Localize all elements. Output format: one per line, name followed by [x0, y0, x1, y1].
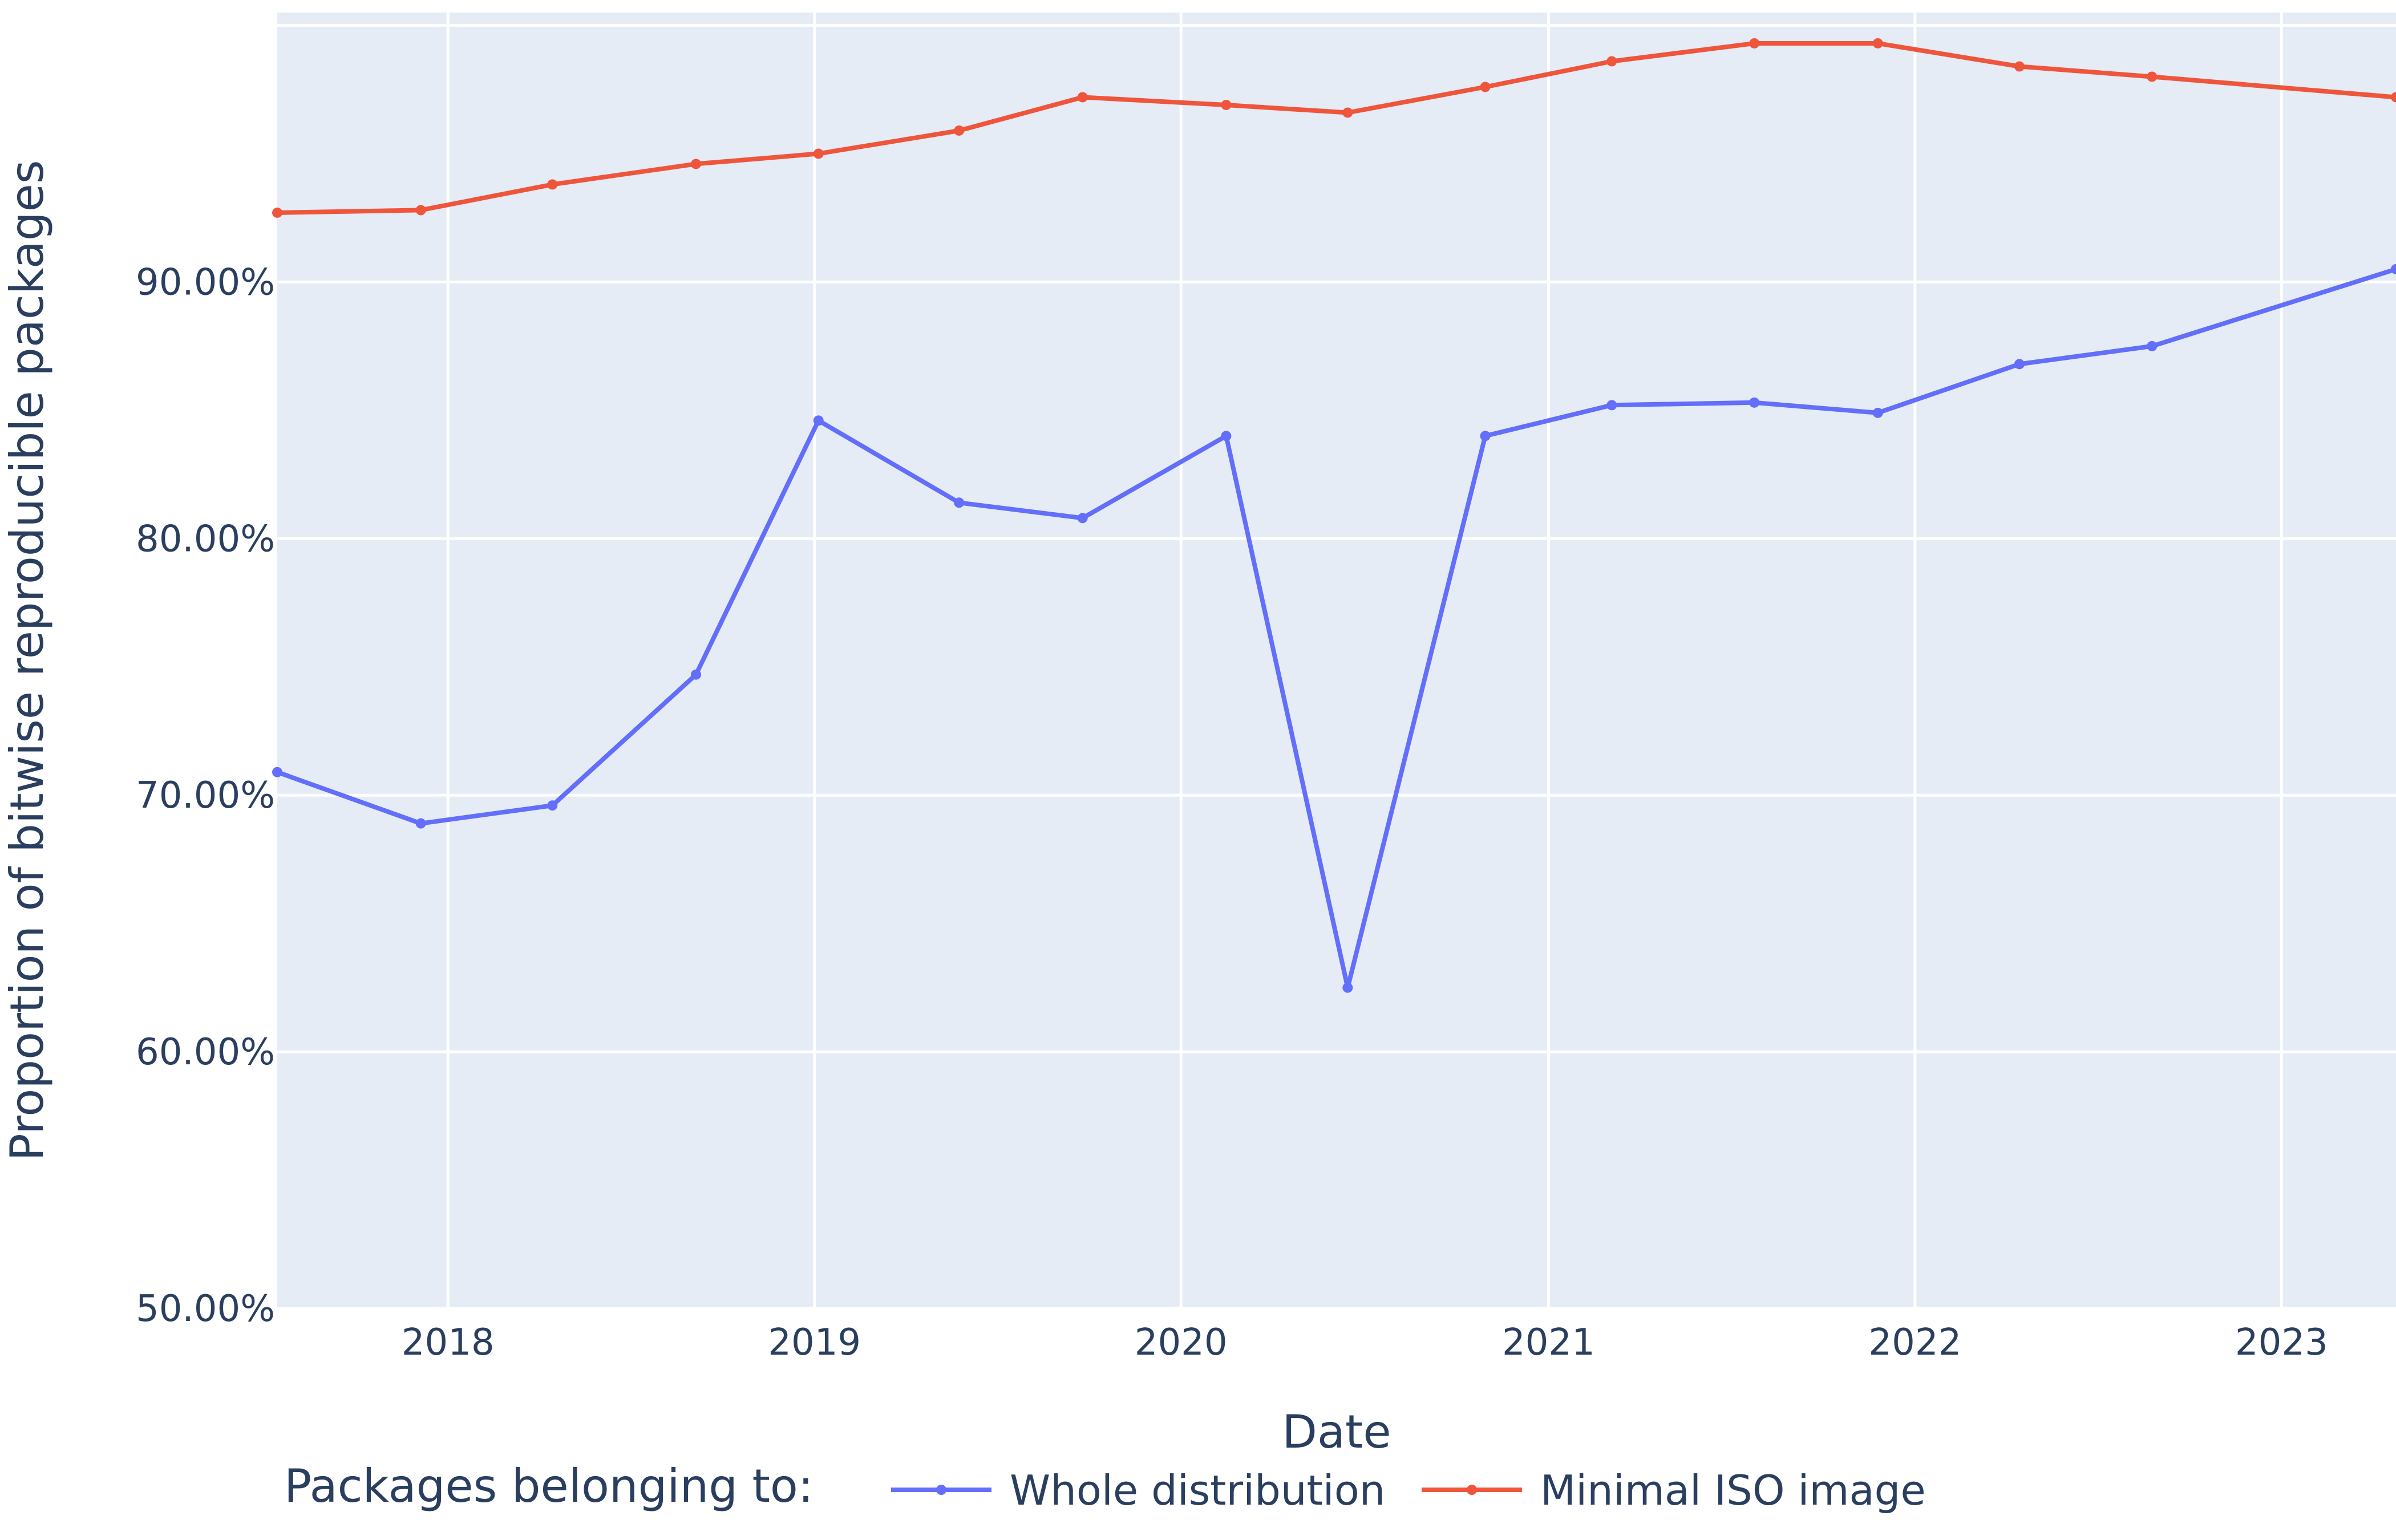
data-point-whole-distribution-14[interactable]	[2147, 341, 2158, 351]
data-point-minimal-iso-image-1[interactable]	[415, 205, 426, 216]
y-tick-label-80: 80.00%	[136, 518, 275, 560]
legend-title: Packages belonging to:	[284, 1460, 813, 1513]
series-line-whole-distribution	[276, 267, 2396, 990]
data-point-whole-distribution-7[interactable]	[1221, 431, 1232, 441]
data-point-minimal-iso-image-3[interactable]	[690, 159, 701, 169]
data-point-minimal-iso-image-6[interactable]	[1077, 92, 1088, 103]
data-point-whole-distribution-12[interactable]	[1872, 407, 1883, 418]
data-point-whole-distribution-11[interactable]	[1749, 397, 1760, 408]
x-axis-title: Date	[1282, 1405, 1391, 1458]
data-point-whole-distribution-2[interactable]	[547, 800, 558, 811]
data-point-whole-distribution-3[interactable]	[690, 669, 701, 680]
legend-label-whole-distribution: Whole distribution	[1010, 1466, 1385, 1514]
y-axis-title: Proportion of bitwise reproducible packa…	[1, 160, 54, 1161]
data-point-minimal-iso-image-11[interactable]	[1749, 38, 1760, 48]
legend: Packages belonging to: Whole distributio…	[284, 1460, 1926, 1514]
grid	[277, 13, 2396, 1310]
data-point-minimal-iso-image-7[interactable]	[1221, 99, 1232, 110]
y-tick-label-50: 50.00%	[136, 1288, 275, 1330]
legend-item-whole-distribution[interactable]: Whole distribution	[891, 1466, 1385, 1514]
series-line-minimal-iso-image	[277, 41, 2396, 215]
data-point-whole-distribution-13[interactable]	[2014, 359, 2025, 370]
x-tick-label-2020: 2020	[1135, 1322, 1228, 1364]
data-point-minimal-iso-image-9[interactable]	[1480, 82, 1491, 92]
x-tick-label-2021: 2021	[1502, 1322, 1595, 1364]
legend-marker-whole-distribution	[936, 1485, 946, 1495]
data-point-whole-distribution-9[interactable]	[1480, 431, 1491, 441]
data-point-minimal-iso-image-5[interactable]	[954, 125, 965, 136]
x-tick-label-2023: 2023	[2235, 1322, 2328, 1364]
y-tick-labels: 50.00% 60.00% 70.00% 80.00% 90.00%	[136, 261, 275, 1330]
data-point-minimal-iso-image-14[interactable]	[2147, 71, 2158, 82]
x-tick-labels: 2018 2019 2020 2021 2022 2023	[402, 1322, 2328, 1364]
data-point-minimal-iso-image-8[interactable]	[1342, 107, 1353, 118]
series-whole-distribution	[272, 264, 2396, 993]
data-point-whole-distribution-0[interactable]	[272, 767, 282, 777]
data-point-minimal-iso-image-2[interactable]	[547, 179, 558, 190]
data-point-minimal-iso-image-10[interactable]	[1606, 56, 1617, 67]
x-tick-label-2019: 2019	[768, 1322, 861, 1364]
data-point-whole-distribution-10[interactable]	[1606, 400, 1617, 411]
data-point-minimal-iso-image-0[interactable]	[272, 207, 282, 218]
x-tick-label-2018: 2018	[402, 1322, 495, 1364]
legend-label-minimal-iso-image: Minimal ISO image	[1540, 1466, 1926, 1514]
plot-background	[277, 13, 2396, 1308]
series-layer	[272, 38, 2396, 993]
legend-item-minimal-iso-image[interactable]: Minimal ISO image	[1422, 1466, 1926, 1514]
y-tick-label-60: 60.00%	[136, 1031, 275, 1073]
data-point-whole-distribution-5[interactable]	[954, 497, 965, 508]
x-tick-label-2022: 2022	[1868, 1322, 1961, 1364]
legend-marker-minimal-iso-image	[1467, 1485, 1477, 1495]
data-point-whole-distribution-1[interactable]	[415, 818, 426, 829]
data-point-whole-distribution-8[interactable]	[1342, 982, 1353, 993]
data-point-whole-distribution-6[interactable]	[1077, 513, 1088, 524]
y-tick-label-70: 70.00%	[136, 775, 275, 817]
data-point-whole-distribution-15[interactable]	[2391, 264, 2396, 274]
data-point-minimal-iso-image-13[interactable]	[2014, 61, 2025, 72]
y-tick-label-90: 90.00%	[136, 261, 275, 303]
data-point-minimal-iso-image-4[interactable]	[813, 148, 824, 159]
data-point-minimal-iso-image-15[interactable]	[2391, 92, 2396, 103]
series-minimal-iso-image	[272, 38, 2396, 218]
data-point-minimal-iso-image-12[interactable]	[1872, 38, 1883, 48]
data-point-whole-distribution-4[interactable]	[813, 415, 824, 426]
